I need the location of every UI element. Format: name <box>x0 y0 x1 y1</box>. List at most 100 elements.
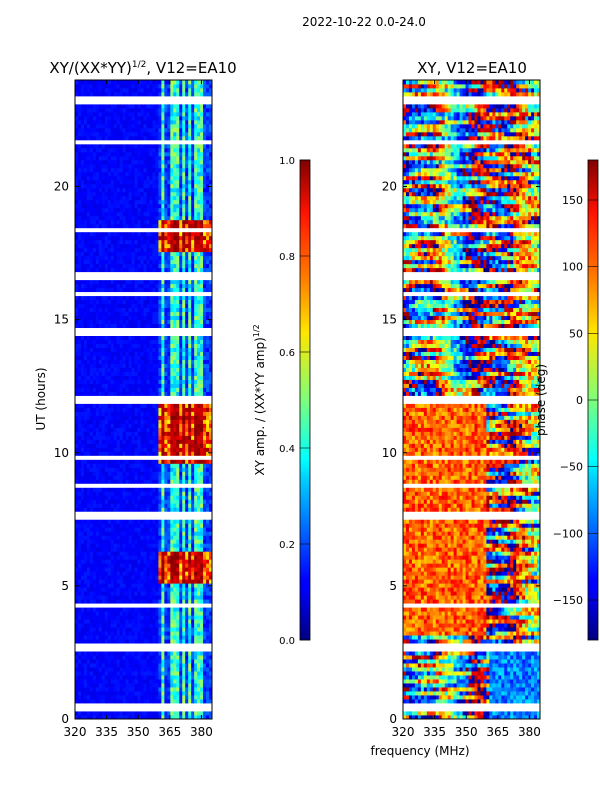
amplitude-cell <box>197 539 201 544</box>
amplitude-cell <box>80 643 85 648</box>
amplitude-cell <box>128 535 132 540</box>
amplitude-cell <box>89 315 94 321</box>
amplitude-cell <box>158 391 162 396</box>
amplitude-cell <box>119 515 124 520</box>
amplitude-cell <box>134 415 138 420</box>
amplitude-cell <box>191 315 195 321</box>
amplitude-cell <box>137 583 141 588</box>
amplitude-cell <box>155 423 159 428</box>
amplitude-cell <box>149 435 153 440</box>
amplitude-cell <box>77 331 82 336</box>
amplitude-cell <box>101 335 106 340</box>
amplitude-cell <box>152 699 156 704</box>
amplitude-cell <box>176 371 180 376</box>
amplitude-cell <box>149 619 153 624</box>
amplitude-cell <box>191 595 195 600</box>
amplitude-cell <box>104 363 109 368</box>
amplitude-cell <box>113 643 118 648</box>
amplitude-cell <box>209 555 212 560</box>
amplitude-cell <box>119 379 124 384</box>
amplitude-cell <box>113 619 118 624</box>
amplitude-cell <box>203 427 207 432</box>
amplitude-cell <box>107 663 112 668</box>
amplitude-cell <box>122 371 127 376</box>
amplitude-cell <box>104 443 109 448</box>
amplitude-cell <box>134 451 138 456</box>
amplitude-cell <box>131 395 135 400</box>
amplitude-cell <box>185 563 189 568</box>
amplitude-cell <box>194 387 198 392</box>
amplitude-cell <box>77 299 82 305</box>
amplitude-cell <box>140 519 144 524</box>
amplitude-cell <box>75 591 79 596</box>
amplitude-cell <box>209 399 212 404</box>
amplitude-cell <box>197 619 201 624</box>
amplitude-cell <box>173 475 177 480</box>
amplitude-cell <box>110 691 115 696</box>
amplitude-cell <box>131 303 135 309</box>
amplitude-cell <box>95 391 100 396</box>
amplitude-cell <box>203 671 207 676</box>
amplitude-cell <box>128 331 132 336</box>
amplitude-cell <box>197 451 201 456</box>
amplitude-cell <box>209 451 212 456</box>
amplitude-cell <box>113 671 118 676</box>
amplitude-cell <box>131 399 135 404</box>
amplitude-cell <box>95 315 100 321</box>
amplitude-cell <box>104 447 109 452</box>
amplitude-cell <box>188 503 192 508</box>
amplitude-cell <box>143 527 147 532</box>
amplitude-cell <box>149 671 153 676</box>
amplitude-cell <box>140 331 144 336</box>
amplitude-cell <box>179 511 183 516</box>
amplitude-cell <box>155 479 159 484</box>
amplitude-cell <box>164 651 168 656</box>
amplitude-cell <box>134 463 138 468</box>
amplitude-cell <box>128 371 132 376</box>
amplitude-cell <box>149 507 153 512</box>
amplitude-cell <box>164 543 168 548</box>
amplitude-cell <box>170 459 174 464</box>
amplitude-cell <box>98 387 103 392</box>
amplitude-cell <box>146 359 150 364</box>
amplitude-cell <box>83 471 88 476</box>
amplitude-cell <box>194 511 198 516</box>
amplitude-cell <box>92 695 97 700</box>
amplitude-cell <box>134 475 138 480</box>
amplitude-cell <box>75 623 79 628</box>
amplitude-cell <box>185 295 189 301</box>
amplitude-cell <box>80 539 85 544</box>
amplitude-cell <box>209 523 212 528</box>
amplitude-cell <box>176 503 180 508</box>
amplitude-cell <box>176 711 180 716</box>
amplitude-cell <box>119 523 124 528</box>
amplitude-cell <box>164 531 168 536</box>
amplitude-cell <box>101 707 106 712</box>
amplitude-cell <box>86 419 91 424</box>
amplitude-cell <box>98 643 103 648</box>
amplitude-cell <box>179 519 183 524</box>
amplitude-cell <box>86 371 91 376</box>
amplitude-cell <box>161 687 165 692</box>
amplitude-cell <box>104 499 109 504</box>
amplitude-cell <box>164 343 168 348</box>
amplitude-cell <box>113 651 118 656</box>
amplitude-cell <box>119 487 124 492</box>
amplitude-cell <box>200 683 204 688</box>
amplitude-cell <box>164 671 168 676</box>
amplitude-cell <box>176 299 180 305</box>
amplitude-cell <box>80 487 85 492</box>
amplitude-cell <box>128 591 132 596</box>
amplitude-cell <box>194 579 198 584</box>
amplitude-cell <box>188 379 192 384</box>
amplitude-cell <box>107 447 112 452</box>
amplitude-cell <box>98 355 103 360</box>
amplitude-cell <box>152 595 156 600</box>
amplitude-cell <box>206 583 210 588</box>
amplitude-cell <box>179 467 183 472</box>
amplitude-cell <box>197 579 201 584</box>
amplitude-cell <box>95 419 100 424</box>
amplitude-cell <box>116 391 121 396</box>
amplitude-cell <box>128 303 132 309</box>
